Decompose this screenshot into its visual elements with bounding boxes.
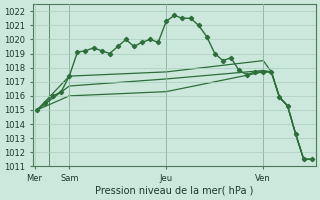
X-axis label: Pression niveau de la mer( hPa ): Pression niveau de la mer( hPa ) (95, 186, 253, 196)
